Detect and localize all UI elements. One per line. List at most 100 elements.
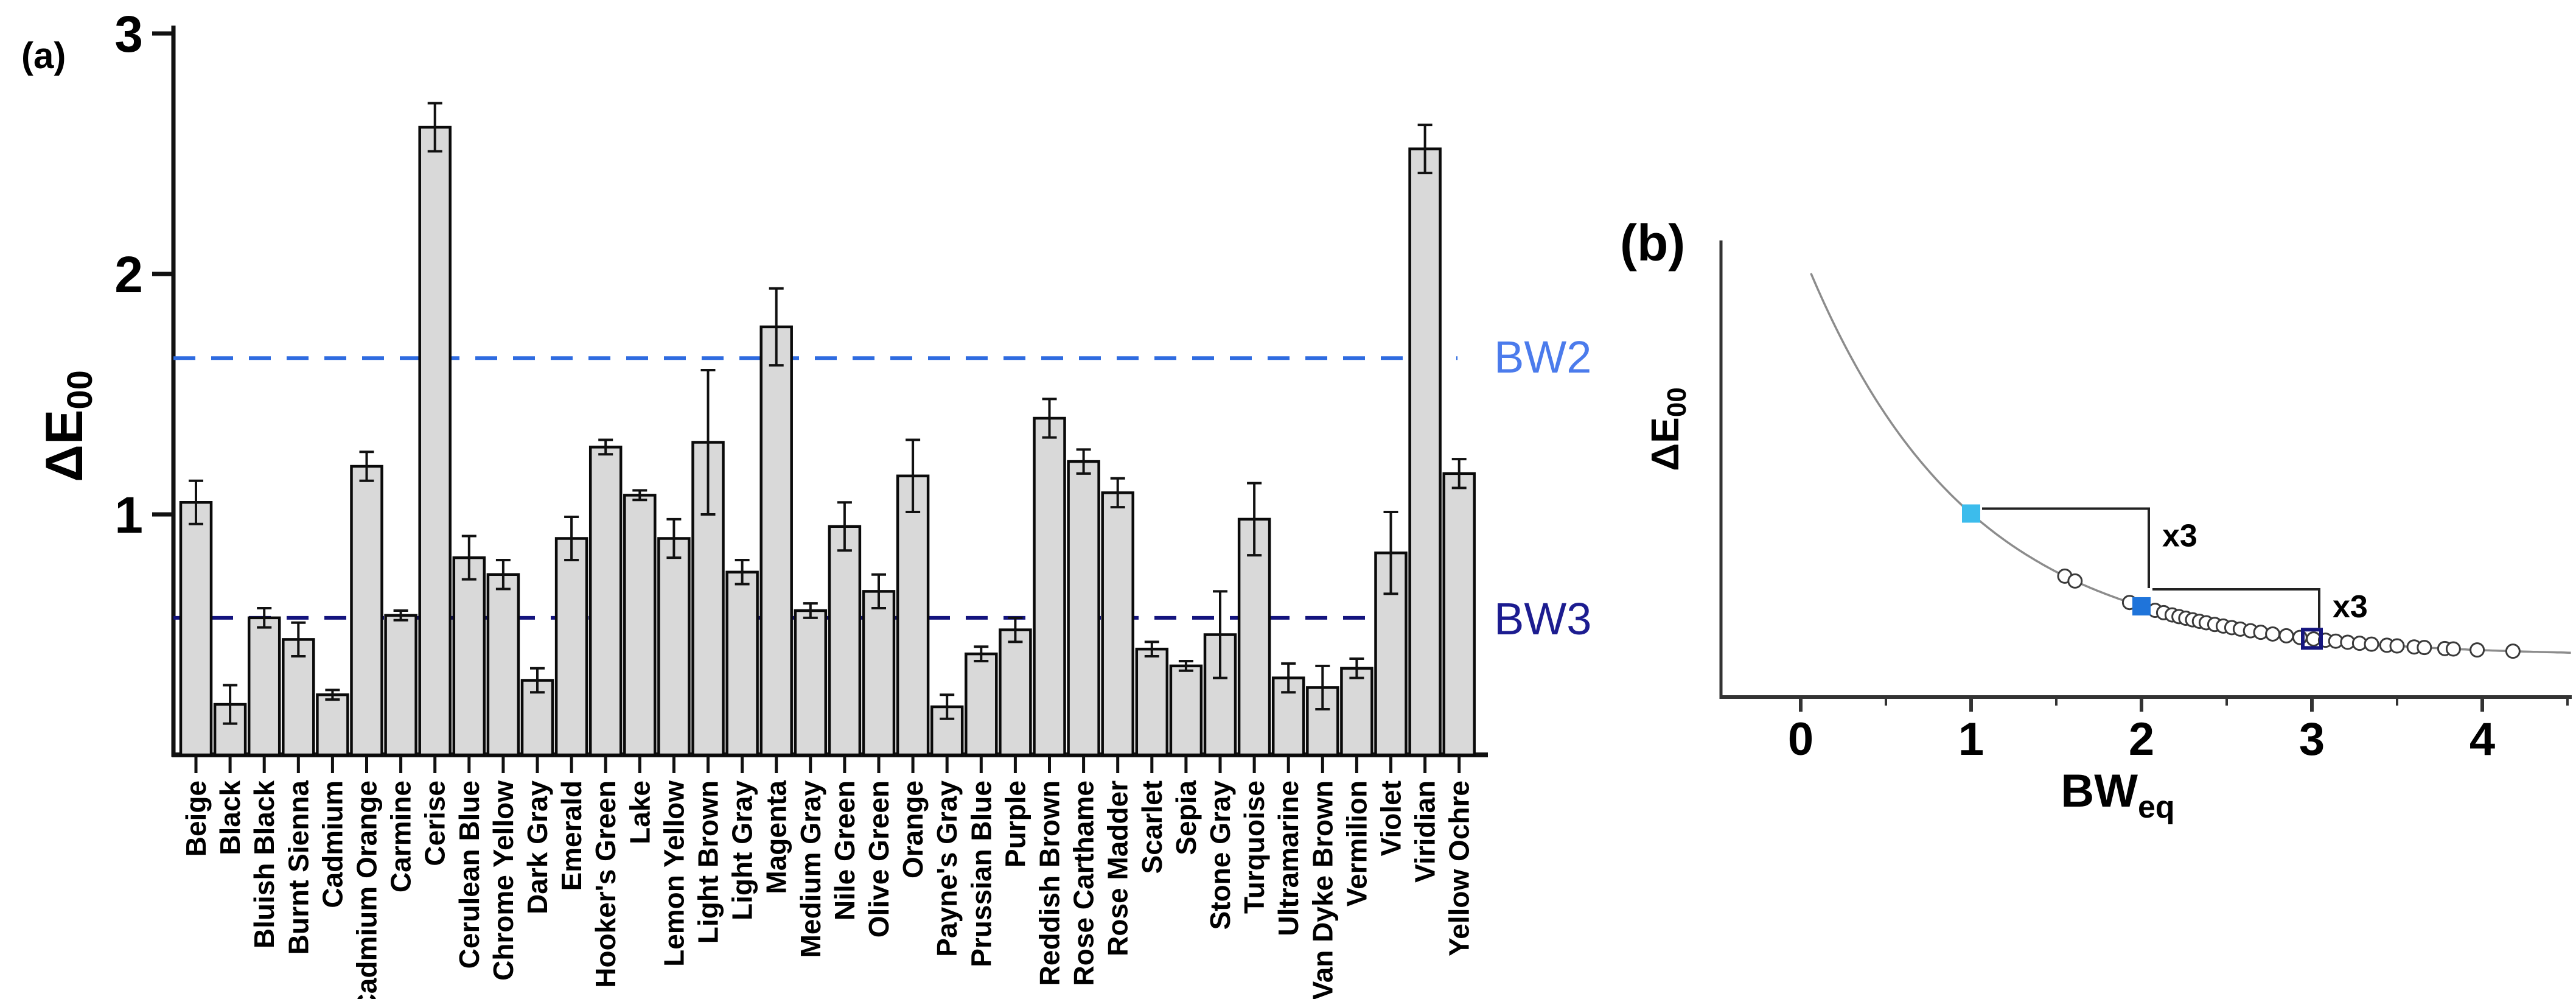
bar — [588, 446, 623, 757]
category-label: Chrome Yellow — [487, 780, 519, 981]
highlight-square — [1962, 504, 1980, 523]
fit-curve — [1810, 273, 2571, 654]
category-label: Yellow Ochre — [1443, 780, 1475, 956]
panel-b-label: (b) — [1620, 214, 1685, 272]
x-tick-label: 0 — [1788, 713, 1813, 765]
bar — [452, 556, 486, 757]
category-label: Light Brown — [693, 780, 724, 944]
category-label: Prussian Blue — [965, 780, 997, 967]
y-tick-label: 3 — [114, 5, 143, 63]
multiplier-bracket — [1982, 507, 2150, 588]
data-point-circle — [2278, 628, 2294, 643]
category-label: Hooker's Green — [590, 780, 621, 988]
bar — [725, 570, 759, 757]
category-label: Turquoise — [1238, 780, 1270, 914]
panel-a-y-axis-title-main: ΔE — [35, 410, 94, 482]
highlight-square — [2301, 628, 2323, 650]
category-label: Viridian — [1409, 780, 1441, 883]
bar — [1408, 147, 1442, 757]
data-point-circle — [2067, 573, 2083, 589]
category-label: Vermilion — [1341, 780, 1372, 906]
bar — [418, 125, 452, 757]
category-label: Orange — [897, 780, 929, 878]
category-label: Rose Madder — [1102, 780, 1134, 956]
panel-b-y-axis-title: ΔE00 — [1643, 387, 1692, 471]
data-point-circle — [2505, 643, 2521, 659]
data-point-circle — [2445, 641, 2461, 657]
category-label: Olive Green — [863, 780, 895, 938]
panel-a: (a) ΔE00 1 2 3 Beige Black Bluish Black Burnt … — [21, 5, 1591, 999]
multiplier-label: x3 — [2162, 519, 2197, 554]
category-label: Lake — [624, 780, 655, 844]
category-label: Scarlet — [1136, 780, 1168, 874]
category-label: Violet — [1375, 780, 1407, 856]
bar — [384, 614, 417, 757]
bar — [1067, 460, 1100, 757]
bar — [657, 537, 691, 757]
bar — [1135, 647, 1169, 757]
bar — [862, 590, 896, 757]
category-label: Van Dyke Brown — [1307, 780, 1338, 999]
bar — [999, 628, 1032, 757]
multiplier-label: x3 — [2333, 589, 2368, 625]
data-point-circle — [2292, 629, 2308, 645]
category-label: Medium Gray — [795, 780, 826, 958]
data-point-circle — [2417, 640, 2432, 656]
bar — [247, 616, 281, 757]
bar — [350, 464, 383, 757]
data-point-circle — [2470, 642, 2485, 658]
category-label: Magenta — [761, 780, 792, 894]
x-tick-label: 3 — [2299, 713, 2325, 765]
panel-b-x-axis-title: BWeq — [2061, 765, 2174, 825]
bar — [1340, 667, 1374, 757]
highlight-square — [2132, 597, 2151, 615]
bar — [1101, 491, 1134, 757]
category-label: Emerald — [556, 780, 587, 891]
category-label: Burnt Sienna — [282, 780, 314, 955]
x-tick-label: 2 — [2129, 713, 2154, 765]
category-label: Cadmium Orange — [351, 780, 383, 999]
bar — [759, 325, 793, 757]
bar — [623, 494, 657, 757]
panel-b-x-axis-title-sub: eq — [2138, 790, 2175, 825]
category-label: Rose Carthame — [1068, 780, 1100, 986]
bar — [1169, 664, 1203, 757]
y-tick-label: 2 — [114, 246, 143, 303]
bar — [896, 474, 930, 757]
bar — [554, 537, 588, 757]
y-tick-label: 1 — [114, 486, 143, 544]
category-label: Nile Green — [829, 780, 860, 920]
bar — [828, 525, 862, 757]
category-label: Bluish Black — [248, 780, 280, 949]
panel-b-plot-area: 0 1 2 3 4 x3 x3 — [1788, 273, 2571, 765]
data-point-circle — [2364, 636, 2379, 652]
category-label: Stone Gray — [1204, 780, 1236, 930]
category-label: Lemon Yellow — [658, 780, 689, 967]
panel-b-y-axis-title-main: ΔE — [1643, 417, 1687, 471]
data-point-circle — [2265, 626, 2281, 642]
bar — [316, 693, 349, 757]
bw3-label: BW3 — [1494, 594, 1591, 644]
data-point-circle — [2389, 638, 2405, 654]
bar — [1237, 517, 1271, 757]
category-label: Cadmium — [316, 780, 348, 908]
category-label: Payne's Gray — [931, 780, 963, 957]
panel-b-x-axis-title-main: BW — [2061, 765, 2138, 817]
category-label: Reddish Brown — [1034, 780, 1066, 986]
category-label: Sepia — [1170, 780, 1202, 855]
panel-b: (b) ΔE00 BWeq 0 1 2 3 4 x3 x3 — [1620, 214, 2572, 825]
bar — [965, 652, 998, 757]
bar — [179, 501, 213, 757]
category-label: Dark Gray — [522, 780, 553, 914]
category-label: Light Gray — [727, 780, 758, 920]
x-tick-label: 4 — [2470, 713, 2495, 765]
multiplier-bracket — [2152, 587, 2320, 628]
bw2-label: BW2 — [1494, 332, 1591, 382]
panel-a-y-axis-title: ΔE00 — [35, 370, 100, 482]
bar — [486, 573, 520, 757]
panel-a-y-axis-title-sub: 00 — [60, 370, 100, 410]
category-label: Cerulean Blue — [453, 780, 485, 969]
bar — [1033, 416, 1066, 757]
